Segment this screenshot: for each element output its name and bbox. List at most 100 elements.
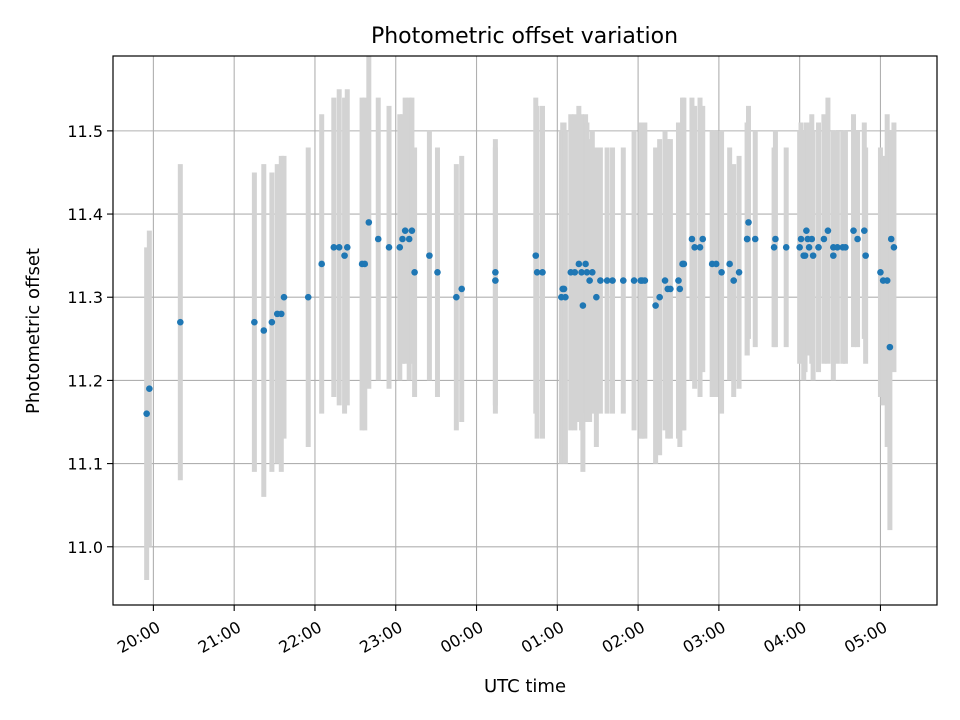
- data-point: [411, 268, 418, 276]
- data-point: [803, 227, 810, 234]
- data-point: [532, 252, 540, 259]
- data-point: [824, 227, 832, 234]
- data-point: [735, 268, 743, 276]
- data-point: [361, 260, 369, 268]
- data-point: [801, 252, 809, 259]
- data-point: [688, 235, 696, 243]
- data-point: [691, 244, 698, 251]
- y-tick-label: 11.5: [67, 122, 103, 141]
- data-point: [656, 293, 663, 301]
- data-point: [745, 219, 752, 226]
- data-point: [492, 277, 499, 284]
- data-point: [405, 235, 413, 243]
- data-point: [280, 293, 288, 301]
- data-point: [260, 327, 268, 334]
- data-point: [860, 227, 868, 234]
- data-point: [805, 244, 813, 251]
- data-point: [365, 219, 373, 226]
- data-point: [834, 244, 841, 251]
- data-point: [676, 285, 684, 293]
- data-point: [712, 260, 720, 268]
- x-axis-label: UTC time: [484, 676, 566, 697]
- data-point: [579, 302, 587, 309]
- y-tick-label: 11.1: [67, 455, 103, 474]
- data-point: [533, 268, 541, 276]
- data-point: [877, 268, 884, 276]
- data-point: [458, 285, 466, 293]
- data-point: [582, 260, 589, 268]
- data-point: [575, 260, 583, 268]
- data-point: [146, 385, 153, 393]
- data-point: [593, 293, 600, 301]
- data-point: [251, 318, 258, 326]
- data-point: [396, 244, 404, 251]
- data-point: [578, 268, 585, 276]
- data-point: [886, 343, 894, 351]
- y-tick-label: 11.3: [67, 288, 103, 307]
- data-point: [374, 235, 382, 243]
- y-tick-label: 11.4: [67, 205, 103, 224]
- data-point: [751, 235, 759, 243]
- data-point: [696, 244, 704, 251]
- data-point: [641, 277, 649, 284]
- data-points: [143, 219, 898, 417]
- data-point: [609, 277, 616, 284]
- data-point: [890, 244, 898, 251]
- data-point: [619, 277, 627, 284]
- data-point: [782, 244, 790, 251]
- data-point: [883, 277, 891, 284]
- data-point: [399, 235, 406, 243]
- data-point: [652, 302, 659, 309]
- data-point: [268, 318, 276, 326]
- data-point: [730, 277, 737, 284]
- data-point: [278, 310, 285, 318]
- data-point: [887, 235, 895, 243]
- data-point: [539, 268, 546, 276]
- data-point: [667, 285, 674, 293]
- data-point: [850, 227, 857, 234]
- data-point: [815, 244, 822, 251]
- data-point: [453, 293, 460, 301]
- data-point: [426, 252, 433, 259]
- data-point: [586, 277, 593, 284]
- data-point: [492, 268, 499, 276]
- y-axis-ticks: 11.0 11.1 11.2 11.3 11.4 11.5: [67, 122, 113, 557]
- data-point: [177, 318, 184, 326]
- data-point: [718, 268, 725, 276]
- y-tick-label: 11.2: [67, 371, 103, 390]
- data-point: [143, 410, 150, 417]
- data-point: [318, 260, 325, 268]
- data-point: [603, 277, 611, 284]
- data-point: [797, 235, 805, 243]
- data-point: [743, 235, 751, 243]
- data-point: [330, 244, 338, 251]
- data-point: [341, 252, 348, 259]
- data-point: [571, 268, 579, 276]
- chart-title: Photometric offset variation: [371, 24, 678, 49]
- data-point: [862, 252, 869, 259]
- data-point: [854, 235, 861, 243]
- data-point: [401, 227, 409, 234]
- data-point: [680, 260, 688, 268]
- data-point: [434, 268, 441, 276]
- data-point: [630, 277, 638, 284]
- data-point: [589, 268, 596, 276]
- data-point: [343, 244, 351, 251]
- data-point: [408, 227, 416, 234]
- data-point: [661, 277, 669, 284]
- data-point: [699, 235, 707, 243]
- data-point: [808, 235, 816, 243]
- data-point: [583, 268, 591, 276]
- data-point: [304, 293, 312, 301]
- data-point: [560, 285, 568, 293]
- data-point: [335, 244, 343, 251]
- y-axis-label: Photometric offset: [23, 248, 44, 414]
- data-point: [809, 252, 817, 259]
- data-point: [796, 244, 803, 251]
- data-point: [820, 235, 828, 243]
- data-point: [842, 244, 849, 251]
- data-point: [385, 244, 393, 251]
- data-point: [675, 277, 682, 284]
